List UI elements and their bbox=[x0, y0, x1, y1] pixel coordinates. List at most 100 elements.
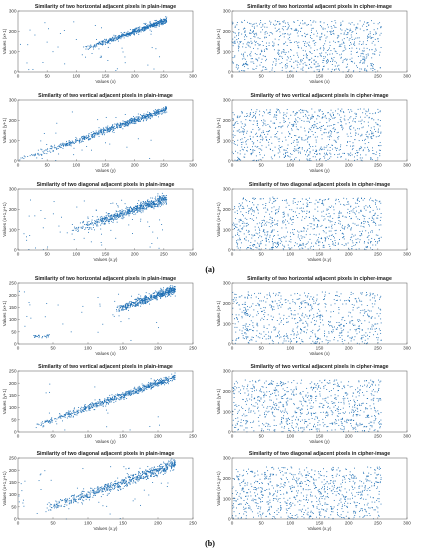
scatter-point bbox=[366, 69, 368, 71]
scatter-point bbox=[232, 42, 234, 44]
scatter-point bbox=[296, 214, 297, 216]
x-tick-label: 200 bbox=[345, 163, 353, 168]
scatter-point bbox=[283, 43, 284, 45]
scatter-point bbox=[112, 37, 113, 39]
scatter-point bbox=[103, 131, 105, 133]
scatter-point bbox=[133, 207, 135, 209]
scatter-point bbox=[142, 203, 144, 205]
scatter-point bbox=[309, 151, 311, 153]
scatter-point bbox=[297, 129, 299, 131]
scatter-point bbox=[149, 303, 151, 305]
scatter-point bbox=[125, 303, 127, 305]
scatter-point bbox=[316, 30, 317, 32]
scatter-point bbox=[132, 29, 134, 31]
scatter-point bbox=[250, 213, 252, 215]
scatter-point bbox=[363, 30, 365, 32]
scatter-point bbox=[278, 54, 280, 56]
scatter-point bbox=[261, 40, 263, 42]
scatter-point bbox=[336, 53, 338, 54]
scatter-point bbox=[111, 129, 113, 130]
scatter-point bbox=[338, 212, 340, 214]
scatter-point bbox=[377, 40, 379, 42]
scatter-point bbox=[87, 45, 89, 47]
scatter-point bbox=[102, 130, 104, 132]
scatter-point bbox=[291, 28, 293, 30]
scatter-point bbox=[33, 336, 35, 338]
scatter-point bbox=[244, 66, 245, 68]
scatter-point bbox=[258, 226, 259, 228]
scatter-point bbox=[289, 133, 291, 135]
scatter-point bbox=[251, 146, 253, 148]
scatter-point bbox=[274, 135, 276, 137]
scatter-point bbox=[260, 241, 262, 243]
scatter-point bbox=[292, 111, 294, 113]
scatter-point bbox=[103, 130, 104, 132]
scatter-point bbox=[354, 223, 356, 225]
scatter-point bbox=[143, 203, 145, 205]
scatter-point bbox=[357, 108, 359, 110]
scatter-points bbox=[232, 196, 382, 251]
scatter-point bbox=[138, 26, 140, 28]
scatter-point bbox=[317, 63, 319, 65]
scatter-point bbox=[367, 121, 369, 123]
scatter-plot-7: Similarity of two horizontal adjacent pi… bbox=[2, 276, 197, 356]
scatter-point bbox=[279, 242, 281, 244]
scatter-point bbox=[259, 154, 261, 156]
scatter-point bbox=[165, 108, 167, 110]
scatter-point bbox=[135, 28, 137, 30]
scatter-point bbox=[340, 111, 342, 113]
scatter-point bbox=[133, 32, 135, 34]
scatter-point bbox=[306, 111, 308, 113]
scatter-point bbox=[301, 198, 303, 200]
scatter-point bbox=[53, 150, 55, 152]
scatter-point bbox=[374, 202, 376, 204]
scatter-point bbox=[309, 197, 310, 199]
scatter-point bbox=[143, 117, 145, 119]
scatter-point bbox=[149, 205, 151, 206]
scatter-point bbox=[299, 159, 300, 161]
scatter-point bbox=[301, 27, 303, 29]
scatter-point bbox=[286, 148, 288, 149]
scatter-point bbox=[357, 23, 359, 25]
scatter-point bbox=[371, 249, 373, 250]
scatter-point bbox=[127, 207, 129, 209]
scatter-point bbox=[127, 124, 129, 126]
scatter-point bbox=[277, 246, 279, 248]
scatter-point bbox=[366, 246, 368, 248]
scatter-point bbox=[356, 32, 357, 34]
scatter-point bbox=[106, 130, 108, 132]
scatter-point bbox=[244, 153, 246, 155]
scatter-point bbox=[321, 36, 323, 38]
scatter-point bbox=[330, 71, 332, 73]
scatter-point bbox=[289, 56, 291, 58]
scatter-point bbox=[370, 247, 372, 249]
scatter-point bbox=[81, 149, 83, 151]
scatter-point bbox=[321, 138, 323, 140]
scatter-point bbox=[120, 36, 122, 38]
scatter-point bbox=[130, 120, 132, 122]
scatter-point bbox=[235, 150, 236, 152]
scatter-point bbox=[101, 27, 102, 29]
scatter-point bbox=[363, 58, 365, 60]
scatter-point bbox=[250, 131, 252, 133]
scatter-point bbox=[307, 225, 309, 227]
scatter-point bbox=[258, 127, 259, 129]
scatter-point bbox=[107, 60, 109, 61]
scatter-point bbox=[368, 150, 370, 152]
scatter-point bbox=[158, 24, 160, 26]
scatter-point bbox=[139, 297, 141, 299]
scatter-point bbox=[68, 140, 70, 141]
x-tick-label: 100 bbox=[72, 252, 80, 257]
scatter-point bbox=[250, 40, 252, 42]
scatter-point bbox=[111, 40, 113, 42]
scatter-point bbox=[261, 136, 263, 138]
scatter-point bbox=[108, 131, 110, 132]
scatter-point bbox=[321, 148, 323, 150]
scatter-point bbox=[281, 132, 283, 134]
scatter-point bbox=[106, 40, 108, 42]
scatter-point bbox=[131, 210, 133, 212]
scatter-point bbox=[283, 211, 285, 213]
scatter-point bbox=[112, 128, 114, 130]
scatter-point bbox=[95, 130, 97, 132]
scatter-point bbox=[141, 300, 143, 301]
